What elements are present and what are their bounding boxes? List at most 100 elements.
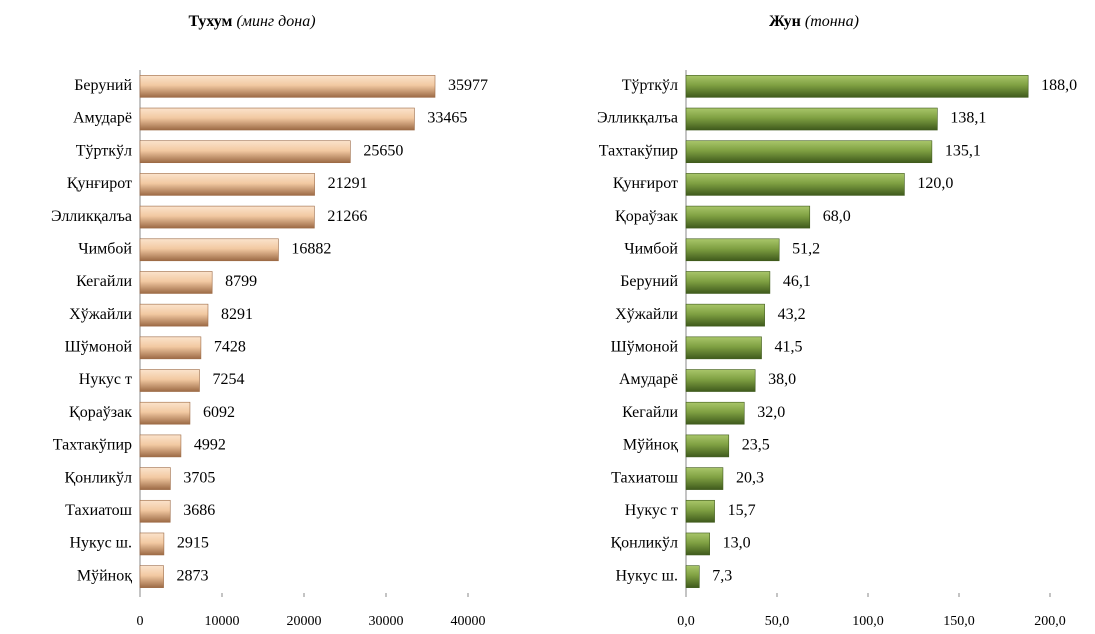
y-tick-label: Қораўзак	[615, 208, 678, 225]
bar	[685, 303, 765, 327]
y-tick-label: Хўжайли	[69, 306, 132, 323]
y-tick-label: Қонликўл	[64, 469, 132, 486]
data-label: 15,7	[728, 502, 756, 519]
bar	[139, 369, 200, 392]
x-tick-label: 50,0	[765, 614, 790, 629]
bar	[685, 401, 745, 425]
data-label: 20,3	[736, 469, 764, 486]
data-label: 43,2	[778, 306, 806, 323]
y-tick-label: Мўйноқ	[77, 567, 132, 584]
x-tick-label: 30000	[369, 614, 404, 629]
bar	[685, 499, 715, 523]
y-tick-label: Қунғирот	[613, 175, 678, 192]
data-label: 38,0	[768, 371, 796, 388]
data-label: 46,1	[783, 273, 811, 290]
bar	[139, 467, 171, 490]
bar	[685, 369, 756, 392]
data-label: 21266	[327, 208, 367, 225]
y-tick-label: Нукус ш.	[69, 535, 132, 552]
data-label: 23,5	[742, 437, 770, 454]
y-tick-label: Чимбой	[624, 240, 678, 257]
bar	[685, 271, 771, 294]
chart-title: Тухум	[188, 13, 232, 30]
bar	[685, 532, 710, 556]
data-label: 188,0	[1041, 77, 1077, 94]
y-tick-label: Кегайли	[76, 273, 132, 290]
data-label: 2873	[177, 567, 209, 584]
data-label: 16882	[291, 240, 331, 257]
y-tick-label: Кегайли	[622, 404, 678, 421]
bar	[139, 140, 351, 164]
bar	[139, 75, 436, 98]
x-tick-label: 20000	[287, 614, 322, 629]
y-tick-label: Қунғирот	[67, 175, 132, 192]
bar	[685, 467, 724, 490]
bar	[139, 303, 209, 327]
y-tick-label: Беруний	[74, 77, 132, 94]
data-label: 7254	[212, 371, 244, 388]
bar	[685, 565, 700, 588]
bar	[685, 173, 905, 196]
chart-title-line: Тухум (минг дона)	[188, 13, 315, 30]
chart-title-line: Жун (тонна)	[769, 13, 859, 30]
data-label: 41,5	[775, 339, 803, 356]
bar	[685, 75, 1029, 98]
bar	[139, 238, 279, 262]
x-tick-label: 200,0	[1034, 614, 1066, 629]
y-tick-label: Тахтакўпир	[599, 142, 678, 159]
y-tick-label: Нукус т	[625, 502, 678, 519]
chart-subtitle: (тонна)	[805, 13, 859, 30]
bar	[139, 401, 191, 425]
y-tick-label: Тахтакўпир	[53, 437, 132, 454]
chart-subtitle: (минг дона)	[236, 13, 315, 30]
bar	[139, 336, 202, 360]
x-tick-label: 10000	[205, 614, 240, 629]
y-tick-label: Беруний	[620, 273, 678, 290]
bar	[139, 434, 182, 458]
y-tick-label: Нукус т	[79, 371, 132, 388]
data-label: 2915	[177, 535, 209, 552]
x-tick-label: 150,0	[943, 614, 975, 629]
y-tick-label: Хўжайли	[615, 306, 678, 323]
bar	[139, 499, 171, 523]
x-tick-label: 100,0	[852, 614, 884, 629]
bar	[139, 173, 315, 196]
data-label: 68,0	[823, 208, 851, 225]
data-label: 8799	[225, 273, 257, 290]
data-label: 138,1	[950, 110, 986, 127]
y-tick-label: Қораўзак	[69, 404, 132, 421]
y-tick-label: Тахиатош	[611, 469, 679, 486]
data-label: 7428	[214, 339, 246, 356]
y-tick-label: Амударё	[73, 110, 132, 127]
data-label: 6092	[203, 404, 235, 421]
bar	[685, 140, 933, 164]
y-tick-label: Тўрткўл	[622, 77, 678, 94]
data-label: 51,2	[792, 240, 820, 257]
data-label: 32,0	[757, 404, 785, 421]
y-tick-label: Элликқалъа	[597, 110, 678, 127]
y-tick-label: Амударё	[619, 371, 678, 388]
x-tick-label: 40000	[451, 614, 486, 629]
bar	[139, 532, 165, 556]
data-label: 33465	[427, 110, 467, 127]
data-label: 21291	[328, 175, 368, 192]
data-label: 4992	[194, 437, 226, 454]
data-label: 3686	[183, 502, 215, 519]
data-label: 120,0	[917, 175, 953, 192]
x-tick-label: 0,0	[677, 614, 695, 629]
y-tick-label: Қонликўл	[610, 535, 678, 552]
x-tick-label: 0	[137, 614, 144, 629]
bar	[685, 205, 811, 229]
chart-title: Жун	[769, 13, 801, 30]
bar	[139, 271, 213, 294]
y-tick-label: Шўмоной	[65, 339, 133, 356]
y-tick-label: Нукус ш.	[615, 567, 678, 584]
y-tick-label: Шўмоной	[611, 339, 679, 356]
data-label: 8291	[221, 306, 253, 323]
bar	[685, 107, 938, 131]
y-tick-label: Элликқалъа	[51, 208, 132, 225]
bar	[139, 565, 164, 588]
y-tick-label: Тўрткўл	[76, 142, 132, 159]
y-tick-label: Тахиатош	[65, 502, 133, 519]
